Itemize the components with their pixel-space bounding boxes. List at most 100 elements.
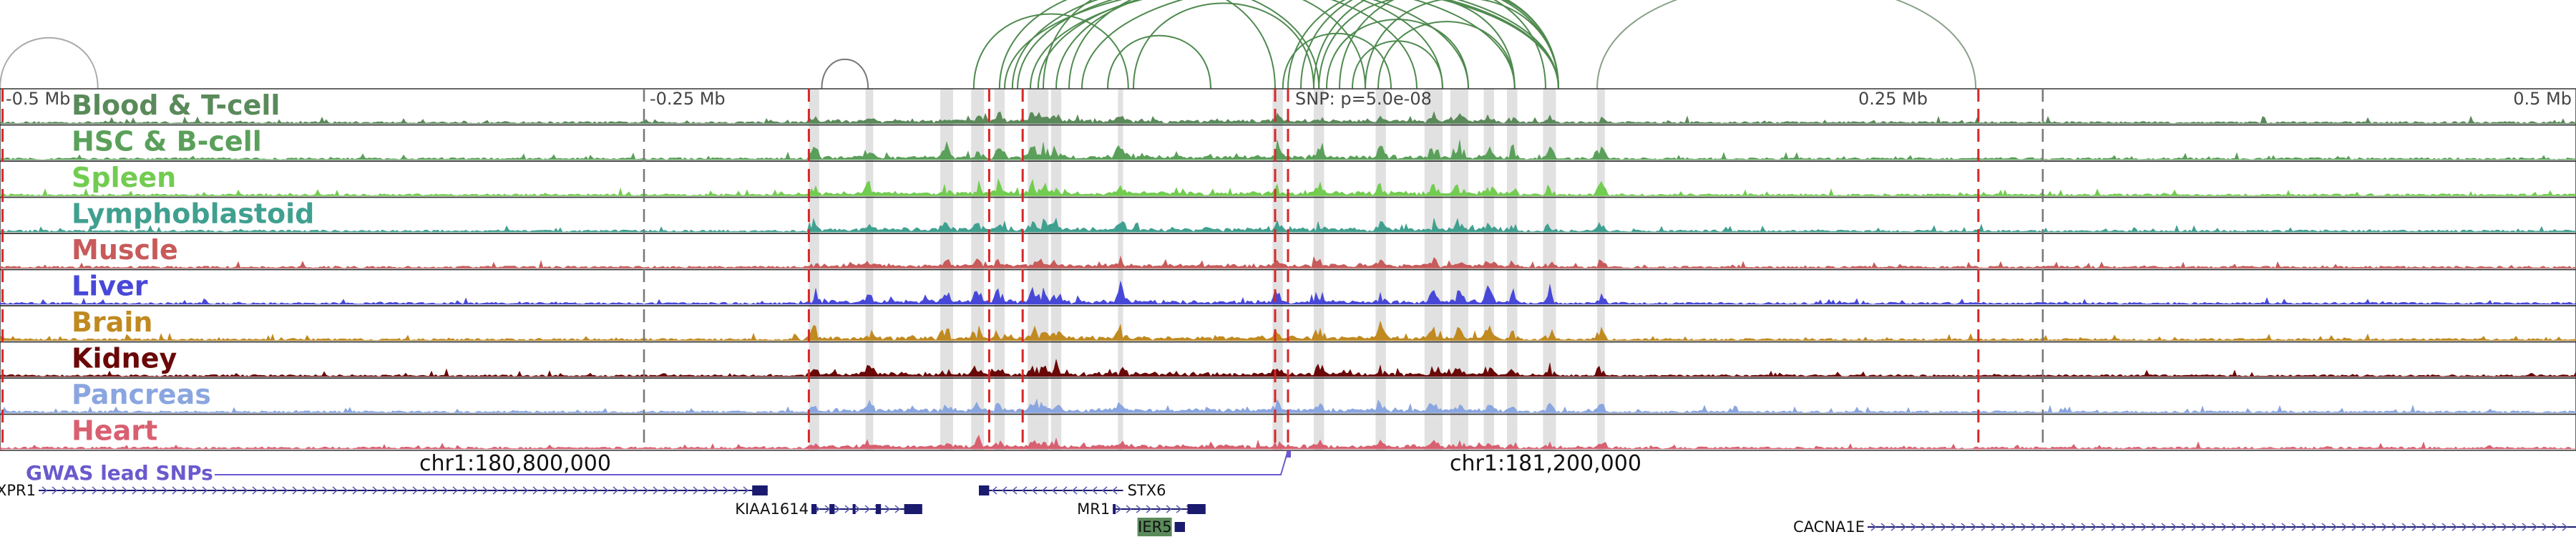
strand-arrow (542, 486, 549, 495)
strand-arrow (1870, 523, 1877, 531)
interaction-loop (1030, 0, 1559, 90)
strand-arrow (2151, 523, 2157, 531)
strand-arrow (412, 486, 419, 495)
strand-arrow (2091, 523, 2097, 531)
strand-arrow (2351, 523, 2358, 531)
gene-label: KIAA1614 (735, 500, 809, 518)
strand-arrow (422, 486, 429, 495)
strand-arrow (2211, 523, 2218, 531)
strand-arrow (894, 505, 901, 513)
interaction-loop (998, 0, 1320, 90)
strand-arrow (1021, 486, 1028, 495)
strand-arrow (2171, 523, 2177, 531)
strand-arrow (582, 486, 589, 495)
strand-arrow (352, 486, 358, 495)
strand-arrow (472, 486, 479, 495)
strand-arrow (262, 486, 268, 495)
interaction-loop (1068, 0, 1366, 90)
snp-markers (1, 89, 2044, 450)
interaction-loop (1365, 0, 1559, 90)
strand-arrow (2191, 523, 2197, 531)
coordinate-axis: GWAS lead SNPs chr1:180,800,000 chr1:181,… (26, 450, 1641, 485)
strand-arrow (2381, 523, 2388, 531)
gene-exon (852, 504, 856, 514)
strand-arrow (2071, 523, 2077, 531)
strand-arrow (602, 486, 609, 495)
strand-arrow (152, 486, 158, 495)
strand-arrow (623, 486, 629, 495)
strand-arrow (72, 486, 78, 495)
track-label: Pancreas (72, 379, 211, 410)
strand-arrow (844, 505, 851, 513)
strand-arrow (142, 486, 148, 495)
strand-arrow (703, 486, 709, 495)
strand-arrow (2542, 523, 2548, 531)
strand-arrow (2111, 523, 2117, 531)
strand-arrow (1146, 505, 1152, 513)
strand-arrow (2431, 523, 2438, 531)
strand-arrow (2472, 523, 2478, 531)
signal-muscle (0, 255, 2576, 268)
interaction-loop (1326, 19, 1469, 90)
interaction-loops (0, 0, 1977, 90)
track-label: HSC & B-cell (72, 126, 262, 158)
strand-arrow (462, 486, 469, 495)
strand-arrow (1951, 523, 1957, 531)
strand-arrow (2201, 523, 2207, 531)
interaction-loop (1037, 0, 1516, 90)
strand-arrow (522, 486, 529, 495)
signal-heart (0, 435, 2576, 450)
gene-exon (829, 504, 835, 514)
gene-label: IER5 (1138, 518, 1171, 536)
gene-mr1: MR1 (1077, 500, 1206, 518)
strand-arrow (242, 486, 248, 495)
strand-arrow (663, 486, 669, 495)
lead-snp-marker (1287, 450, 1291, 458)
strand-arrow (2081, 523, 2087, 531)
strand-arrow (312, 486, 318, 495)
strand-arrow (1166, 505, 1172, 513)
strand-arrow (2001, 523, 2007, 531)
gwas-connector (215, 450, 1289, 475)
gene-label: MR1 (1077, 500, 1110, 518)
snp-annotation: SNP: p=5.0e-08 (1295, 89, 1432, 109)
interaction-loop (1055, 0, 1443, 90)
strand-arrow (42, 486, 48, 495)
strand-arrow (2451, 523, 2458, 531)
strand-arrow (854, 505, 861, 513)
strand-arrow (1961, 523, 1967, 531)
signal-lymphoblastoid (0, 217, 2576, 233)
strand-arrow (1126, 505, 1132, 513)
gene-exon (1174, 522, 1185, 532)
strand-arrow (492, 486, 499, 495)
strand-arrow (552, 486, 559, 495)
strand-arrow (1061, 486, 1068, 495)
gene-label: STX6 (1128, 482, 1166, 499)
strand-arrow (1116, 505, 1122, 513)
strand-arrow (824, 505, 831, 513)
strand-arrow (1981, 523, 1987, 531)
strand-arrow (1890, 523, 1897, 531)
strand-arrow (653, 486, 659, 495)
strand-arrow (1880, 523, 1887, 531)
gene-stx6: STX6 (979, 482, 1166, 499)
strand-arrow (512, 486, 519, 495)
interaction-loop (1318, 0, 1516, 90)
strand-arrow (884, 505, 891, 513)
strand-arrow (1001, 486, 1008, 495)
strand-arrow (2462, 523, 2468, 531)
strand-arrow (2061, 523, 2067, 531)
strand-arrow (192, 486, 198, 495)
track-label: Brain (72, 306, 152, 338)
strand-arrow (2492, 523, 2498, 531)
strand-arrow (2161, 523, 2167, 531)
strand-arrow (2141, 523, 2147, 531)
strand-arrow (683, 486, 689, 495)
strand-arrow (2401, 523, 2408, 531)
gene-label: XPR1 (0, 482, 36, 499)
strand-arrow (1101, 486, 1108, 495)
scale-label: -0.5 Mb (6, 89, 70, 109)
interaction-loop (1377, 21, 1516, 90)
track-label: Liver (72, 271, 148, 302)
strand-arrow (864, 505, 871, 513)
